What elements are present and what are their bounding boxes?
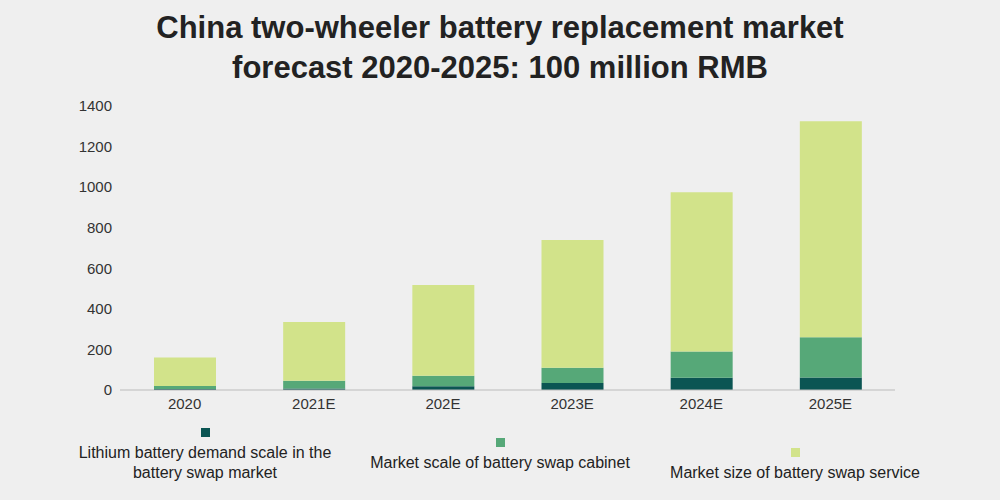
svg-text:0: 0 (104, 381, 112, 398)
svg-text:202E: 202E (425, 395, 460, 412)
svg-text:1000: 1000 (79, 178, 112, 195)
svg-text:2024E: 2024E (680, 395, 723, 412)
html-text:China two-wheeler battery repl: China two-wheeler battery replacement ma… (156, 10, 844, 85)
html-text:Market scale of battery swap c: Market scale of battery swap cabinet (370, 454, 630, 471)
svg-text:600: 600 (87, 260, 112, 277)
svg-text:2020: 2020 (168, 395, 201, 412)
svg-text:800: 800 (87, 219, 112, 236)
svg-text:200: 200 (87, 341, 112, 358)
svg-text:1200: 1200 (79, 138, 112, 155)
svg-text:2025E: 2025E (809, 395, 852, 412)
html-text:Lithium battery demand scale i: Lithium battery demand scale in the batt… (78, 444, 332, 481)
svg-text:1400: 1400 (79, 97, 112, 114)
svg-text:2021E: 2021E (292, 395, 335, 412)
svg-text:2023E: 2023E (550, 395, 593, 412)
html-text:Market size of battery swap se: Market size of battery swap service (670, 464, 920, 481)
svg-text:400: 400 (87, 300, 112, 317)
